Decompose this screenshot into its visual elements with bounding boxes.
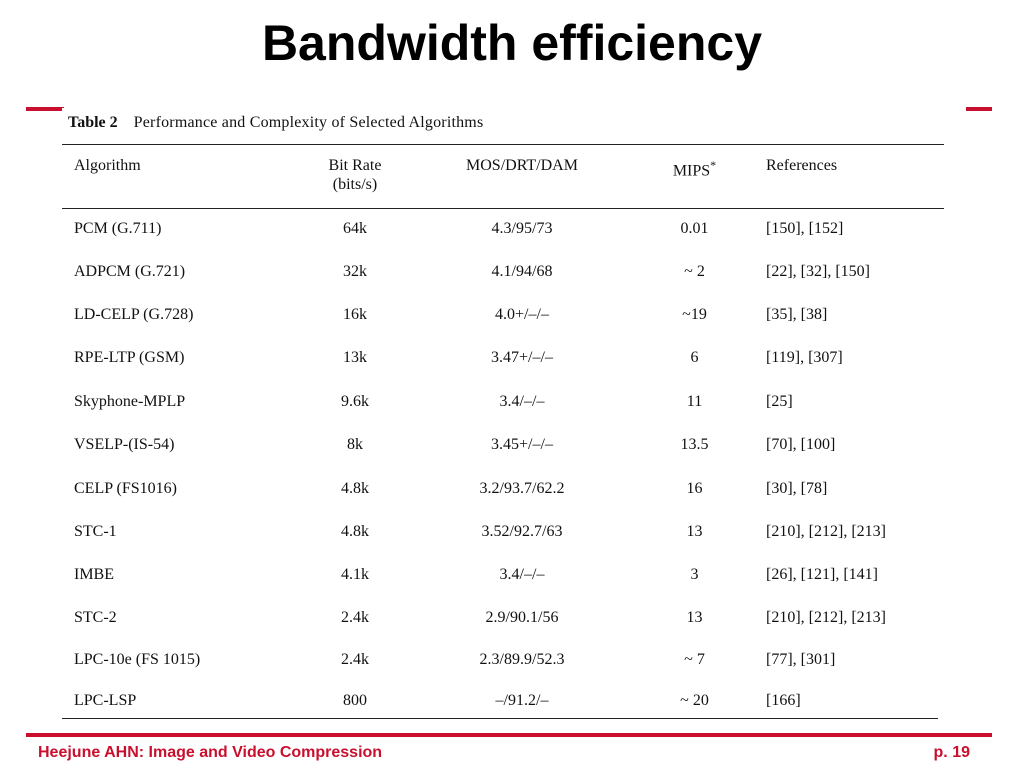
table-row: PCM (G.711) 64k 4.3/95/73 0.01 [150], [1… bbox=[62, 220, 942, 246]
cell-bitrate: 2.4k bbox=[341, 609, 369, 626]
cell-mips: ~19 bbox=[682, 306, 707, 323]
cell-bitrate: 800 bbox=[343, 692, 367, 709]
header-algorithm: Algorithm bbox=[74, 157, 141, 174]
cell-bitrate: 4.1k bbox=[341, 566, 369, 583]
table-row: STC-1 4.8k 3.52/92.7/63 13 [210], [212],… bbox=[62, 523, 942, 549]
cell-references: [166] bbox=[766, 692, 801, 709]
cell-bitrate: 2.4k bbox=[341, 651, 369, 668]
table-row: IMBE 4.1k 3.4/–/– 3 [26], [121], [141] bbox=[62, 566, 942, 592]
table-caption-text: Performance and Complexity of Selected A… bbox=[133, 114, 484, 131]
cell-mos: 3.2/93.7/62.2 bbox=[479, 480, 565, 497]
cell-references: [210], [212], [213] bbox=[766, 609, 886, 626]
footer-page-number: p. 19 bbox=[933, 744, 970, 761]
table-label: Table 2 bbox=[68, 114, 118, 131]
cell-references: [22], [32], [150] bbox=[766, 263, 870, 280]
header-mips-mark: * bbox=[710, 158, 717, 172]
cell-references: [25] bbox=[766, 393, 793, 410]
cell-mos: 4.1/94/68 bbox=[491, 263, 553, 280]
cell-references: [35], [38] bbox=[766, 306, 828, 323]
cell-mos: 4.3/95/73 bbox=[491, 220, 553, 237]
cell-references: [210], [212], [213] bbox=[766, 523, 886, 540]
table-caption: Table 2 Performance and Complexity of Sel… bbox=[68, 114, 483, 132]
table-row: LPC-LSP 800 –/91.2/– ~ 20 [166] bbox=[62, 692, 942, 716]
cell-algorithm: VSELP-(IS-54) bbox=[74, 436, 175, 453]
table-row: LPC-10e (FS 1015) 2.4k 2.3/89.9/52.3 ~ 7… bbox=[62, 651, 942, 677]
cell-mips: 16 bbox=[686, 480, 703, 497]
cell-bitrate: 4.8k bbox=[341, 480, 369, 497]
cell-mips: 0.01 bbox=[680, 220, 709, 237]
cell-bitrate: 32k bbox=[343, 263, 367, 280]
cell-bitrate: 13k bbox=[343, 349, 367, 366]
bottom-rule bbox=[26, 733, 992, 737]
cell-mips: 13 bbox=[686, 523, 703, 540]
cell-mos: 3.52/92.7/63 bbox=[481, 523, 563, 540]
table-row: LD-CELP (G.728) 16k 4.0+/–/– ~19 [35], [… bbox=[62, 306, 942, 332]
cell-references: [119], [307] bbox=[766, 349, 843, 366]
cell-algorithm: PCM (G.711) bbox=[74, 220, 162, 237]
cell-mos: –/91.2/– bbox=[495, 692, 549, 709]
cell-references: [26], [121], [141] bbox=[766, 566, 878, 583]
cell-bitrate: 8k bbox=[347, 436, 363, 453]
table-rule-top bbox=[62, 144, 944, 145]
cell-references: [77], [301] bbox=[766, 651, 836, 668]
cell-mos: 3.47+/–/– bbox=[491, 349, 553, 366]
top-rule-right bbox=[966, 107, 992, 111]
cell-mips: 13 bbox=[686, 609, 703, 626]
cell-algorithm: STC-1 bbox=[74, 523, 117, 540]
header-bitrate-line1: Bit Rate bbox=[328, 157, 382, 174]
table-row: RPE-LTP (GSM) 13k 3.47+/–/– 6 [119], [30… bbox=[62, 349, 942, 375]
table-rule-header bbox=[62, 208, 944, 209]
table-row: ADPCM (G.721) 32k 4.1/94/68 ~ 2 [22], [3… bbox=[62, 263, 942, 289]
header-bitrate-line2: (bits/s) bbox=[332, 176, 378, 193]
slide-title: Bandwidth efficiency bbox=[261, 15, 763, 71]
cell-mips: ~ 2 bbox=[684, 263, 705, 280]
cell-algorithm: IMBE bbox=[74, 566, 114, 583]
cell-algorithm: CELP (FS1016) bbox=[74, 480, 177, 497]
cell-algorithm: Skyphone-MPLP bbox=[74, 393, 186, 410]
cell-references: [30], [78] bbox=[766, 480, 828, 497]
cell-mips: 11 bbox=[686, 393, 703, 410]
cell-algorithm: STC-2 bbox=[74, 609, 117, 626]
algorithms-table: Table 2 Performance and Complexity of Sel… bbox=[62, 108, 950, 720]
cell-mos: 3.4/–/– bbox=[499, 566, 545, 583]
cell-mos: 3.45+/–/– bbox=[491, 436, 553, 453]
cell-references: [70], [100] bbox=[766, 436, 836, 453]
header-mos: MOS/DRT/DAM bbox=[466, 157, 578, 174]
cell-bitrate: 9.6k bbox=[341, 393, 369, 410]
top-rule-left bbox=[26, 107, 64, 111]
table-row: VSELP-(IS-54) 8k 3.45+/–/– 13.5 [70], [1… bbox=[62, 436, 942, 462]
cell-mips: 6 bbox=[690, 349, 699, 366]
table-rule-bottom bbox=[62, 718, 938, 719]
cell-references: [150], [152] bbox=[766, 220, 844, 237]
cell-bitrate: 64k bbox=[343, 220, 367, 237]
header-references: References bbox=[766, 157, 838, 174]
cell-mips: 3 bbox=[690, 566, 699, 583]
footer-author-course: Heejune AHN: Image and Video Compression bbox=[38, 744, 383, 761]
cell-algorithm: RPE-LTP (GSM) bbox=[74, 349, 185, 366]
cell-mips: ~ 7 bbox=[684, 651, 705, 668]
cell-mos: 3.4/–/– bbox=[499, 393, 545, 410]
cell-mos: 2.9/90.1/56 bbox=[485, 609, 559, 626]
cell-bitrate: 4.8k bbox=[341, 523, 369, 540]
cell-algorithm: LPC-10e (FS 1015) bbox=[74, 651, 201, 668]
cell-bitrate: 16k bbox=[343, 306, 367, 323]
table-row: Skyphone-MPLP 9.6k 3.4/–/– 11 [25] bbox=[62, 393, 942, 419]
cell-algorithm: LD-CELP (G.728) bbox=[74, 306, 194, 323]
table-row: STC-2 2.4k 2.9/90.1/56 13 [210], [212], … bbox=[62, 609, 942, 635]
cell-mos: 2.3/89.9/52.3 bbox=[479, 651, 565, 668]
cell-mos: 4.0+/–/– bbox=[495, 306, 549, 323]
header-mips: MIPS* bbox=[652, 156, 737, 180]
cell-algorithm: LPC-LSP bbox=[74, 692, 137, 709]
cell-mips: 13.5 bbox=[680, 436, 709, 453]
cell-mips: ~ 20 bbox=[680, 692, 709, 709]
cell-algorithm: ADPCM (G.721) bbox=[74, 263, 186, 280]
header-bitrate: Bit Rate (bits/s) bbox=[310, 156, 400, 194]
table-row: CELP (FS1016) 4.8k 3.2/93.7/62.2 16 [30]… bbox=[62, 480, 942, 506]
header-mips-text: MIPS bbox=[672, 162, 711, 180]
